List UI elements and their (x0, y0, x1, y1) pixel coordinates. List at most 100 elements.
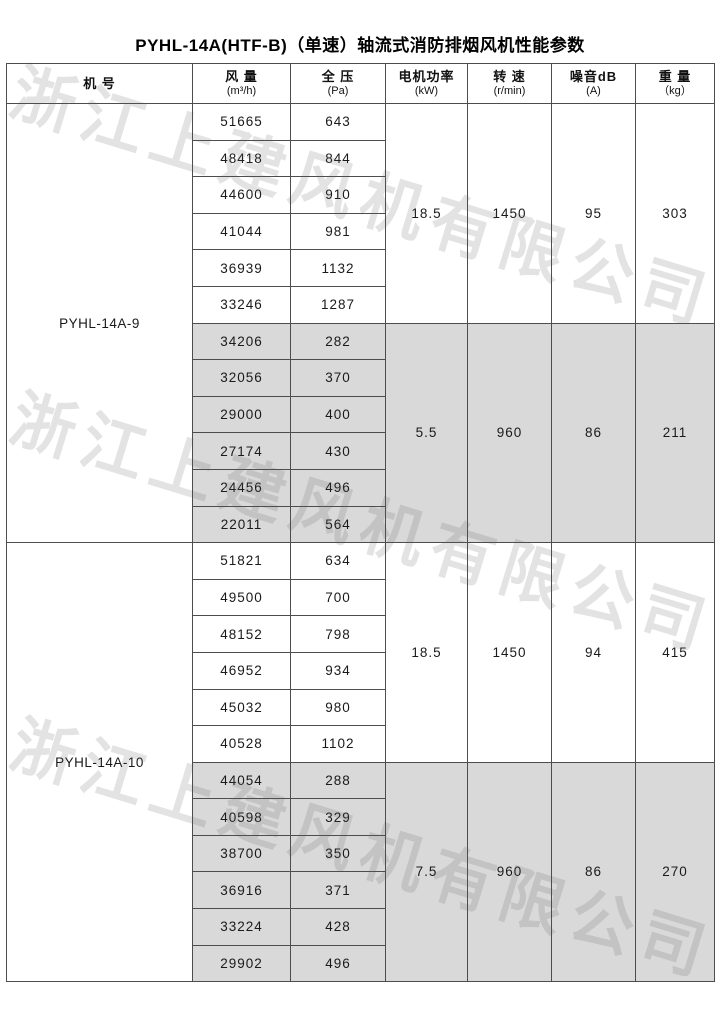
noise-cell: 94 (551, 542, 636, 763)
pressure-cell: 934 (290, 651, 386, 690)
col-header-unit: (kW) (414, 85, 439, 97)
col-header-unit: (Pa) (327, 85, 349, 97)
pressure-cell: 700 (290, 578, 386, 617)
pressure-cell: 981 (290, 212, 386, 251)
pressure-cell: 288 (290, 761, 386, 800)
col-header-label: 重 量 (658, 69, 692, 84)
airflow-cell: 24456 (192, 468, 291, 507)
speed-cell: 960 (467, 761, 552, 983)
table-row: 33246 1287 (7, 285, 715, 324)
weight-cell: 303 (635, 103, 715, 324)
table-row: 34206 282 5.5 960 86 211 (7, 322, 715, 544)
airflow-cell: 36916 (192, 871, 291, 910)
pressure-cell: 282 (290, 322, 386, 361)
weight-cell: 270 (635, 761, 715, 983)
airflow-cell: 41044 (192, 212, 291, 251)
table-row: 49500 700 (7, 578, 715, 617)
col-header-label: 风 量 (225, 69, 258, 84)
table-row: 36916 371 (7, 871, 715, 910)
airflow-cell: 36939 (192, 249, 291, 287)
airflow-cell: 33246 (192, 285, 291, 324)
airflow-cell: 46952 (192, 651, 291, 690)
airflow-cell: 40528 (192, 725, 291, 763)
col-header-unit: (m³/h) (226, 85, 257, 97)
pressure-cell: 371 (290, 871, 386, 910)
weight-cell: 415 (635, 542, 715, 763)
airflow-cell: 22011 (192, 505, 291, 544)
pressure-cell: 634 (290, 542, 386, 580)
table-row: 36939 1132 (7, 249, 715, 287)
table-row: 48418 844 (7, 139, 715, 178)
table-header: 机 号 风 量 (m³/h) 全 压 (Pa) 电机功率 (kW) 转 速 (6, 63, 715, 104)
table-row: 33224 428 (7, 908, 715, 946)
col-header-label: 全 压 (321, 69, 355, 84)
col-header-pressure: 全 压 (Pa) (290, 63, 386, 104)
table-row: 41044 981 (7, 212, 715, 251)
pressure-cell: 428 (290, 908, 386, 946)
airflow-cell: 48418 (192, 139, 291, 178)
table-row: 24456 496 (7, 468, 715, 507)
weight-cell: 211 (635, 322, 715, 544)
power-cell: 18.5 (385, 542, 468, 763)
table-row: 22011 564 (7, 505, 715, 544)
pressure-cell: 1132 (290, 249, 386, 287)
table-row: 45032 980 (7, 688, 715, 727)
airflow-cell: 33224 (192, 908, 291, 946)
table-row: 46952 934 (7, 651, 715, 690)
col-header-weight: 重 量 （kg） (635, 63, 715, 104)
table-row: 29000 400 (7, 395, 715, 434)
fan-spec-table: 机 号 风 量 (m³/h) 全 压 (Pa) 电机功率 (kW) 转 速 (6, 63, 715, 983)
col-header-power: 电机功率 (kW) (385, 63, 468, 104)
pressure-cell: 564 (290, 505, 386, 544)
airflow-cell: 27174 (192, 432, 291, 470)
airflow-cell: 38700 (192, 834, 291, 873)
noise-cell: 86 (551, 761, 636, 983)
pressure-cell: 643 (290, 103, 386, 141)
pressure-cell: 370 (290, 359, 386, 397)
header-row: 机 号 风 量 (m³/h) 全 压 (Pa) 电机功率 (kW) 转 速 (6, 63, 715, 104)
airflow-cell: 51665 (192, 103, 291, 141)
col-header-label: 机 号 (83, 75, 116, 91)
table-row: 40598 329 (7, 798, 715, 836)
col-header-unit: （kg） (658, 85, 692, 97)
table-row: PYHL-14A-9 51665 643 18.5 1450 95 303 (6, 102, 715, 544)
table-row: 44054 288 7.5 960 86 270 (7, 761, 715, 983)
pressure-cell: 980 (290, 688, 386, 727)
table-row: 40528 1102 (7, 725, 715, 763)
pressure-cell: 844 (290, 139, 386, 178)
table-row: 48152 798 (7, 615, 715, 653)
airflow-cell: 34206 (192, 322, 291, 361)
col-header-model: 机 号 (6, 63, 193, 104)
noise-cell: 86 (551, 322, 636, 544)
model-cell: PYHL-14A-10 (6, 542, 193, 983)
noise-cell: 95 (551, 103, 636, 324)
airflow-cell: 45032 (192, 688, 291, 727)
speed-cell: 1450 (467, 542, 552, 763)
pressure-cell: 1102 (290, 725, 386, 763)
airflow-cell: 29000 (192, 395, 291, 434)
col-header-unit: (A) (586, 85, 601, 97)
airflow-cell: 49500 (192, 578, 291, 617)
pressure-cell: 798 (290, 615, 386, 653)
pressure-cell: 496 (290, 468, 386, 507)
col-header-noise: 噪音dB (A) (551, 63, 636, 104)
table-row: 38700 350 (7, 834, 715, 873)
airflow-cell: 51821 (192, 542, 291, 580)
power-cell: 5.5 (385, 322, 468, 544)
col-header-airflow: 风 量 (m³/h) (192, 63, 291, 104)
speed-cell: 960 (467, 322, 552, 544)
table-row: PYHL-14A-10 51821 634 18.5 1450 94 415 (6, 542, 715, 983)
speed-cell: 1450 (467, 103, 552, 324)
pressure-cell: 496 (290, 944, 386, 983)
col-header-label: 转 速 (493, 69, 526, 84)
model-cell: PYHL-14A-9 (6, 102, 193, 544)
airflow-cell: 29902 (192, 944, 291, 983)
airflow-cell: 44054 (192, 761, 291, 800)
table-body: PYHL-14A-9 51665 643 18.5 1450 95 303 48418 844 4… (6, 102, 715, 983)
page-title: PYHL-14A(HTF-B)（单速）轴流式消防排烟风机性能参数 (135, 36, 585, 55)
table-row: 27174 430 (7, 432, 715, 470)
col-header-label: 电机功率 (398, 69, 455, 84)
power-cell: 7.5 (385, 761, 468, 983)
col-header-label: 噪音dB (569, 69, 618, 84)
